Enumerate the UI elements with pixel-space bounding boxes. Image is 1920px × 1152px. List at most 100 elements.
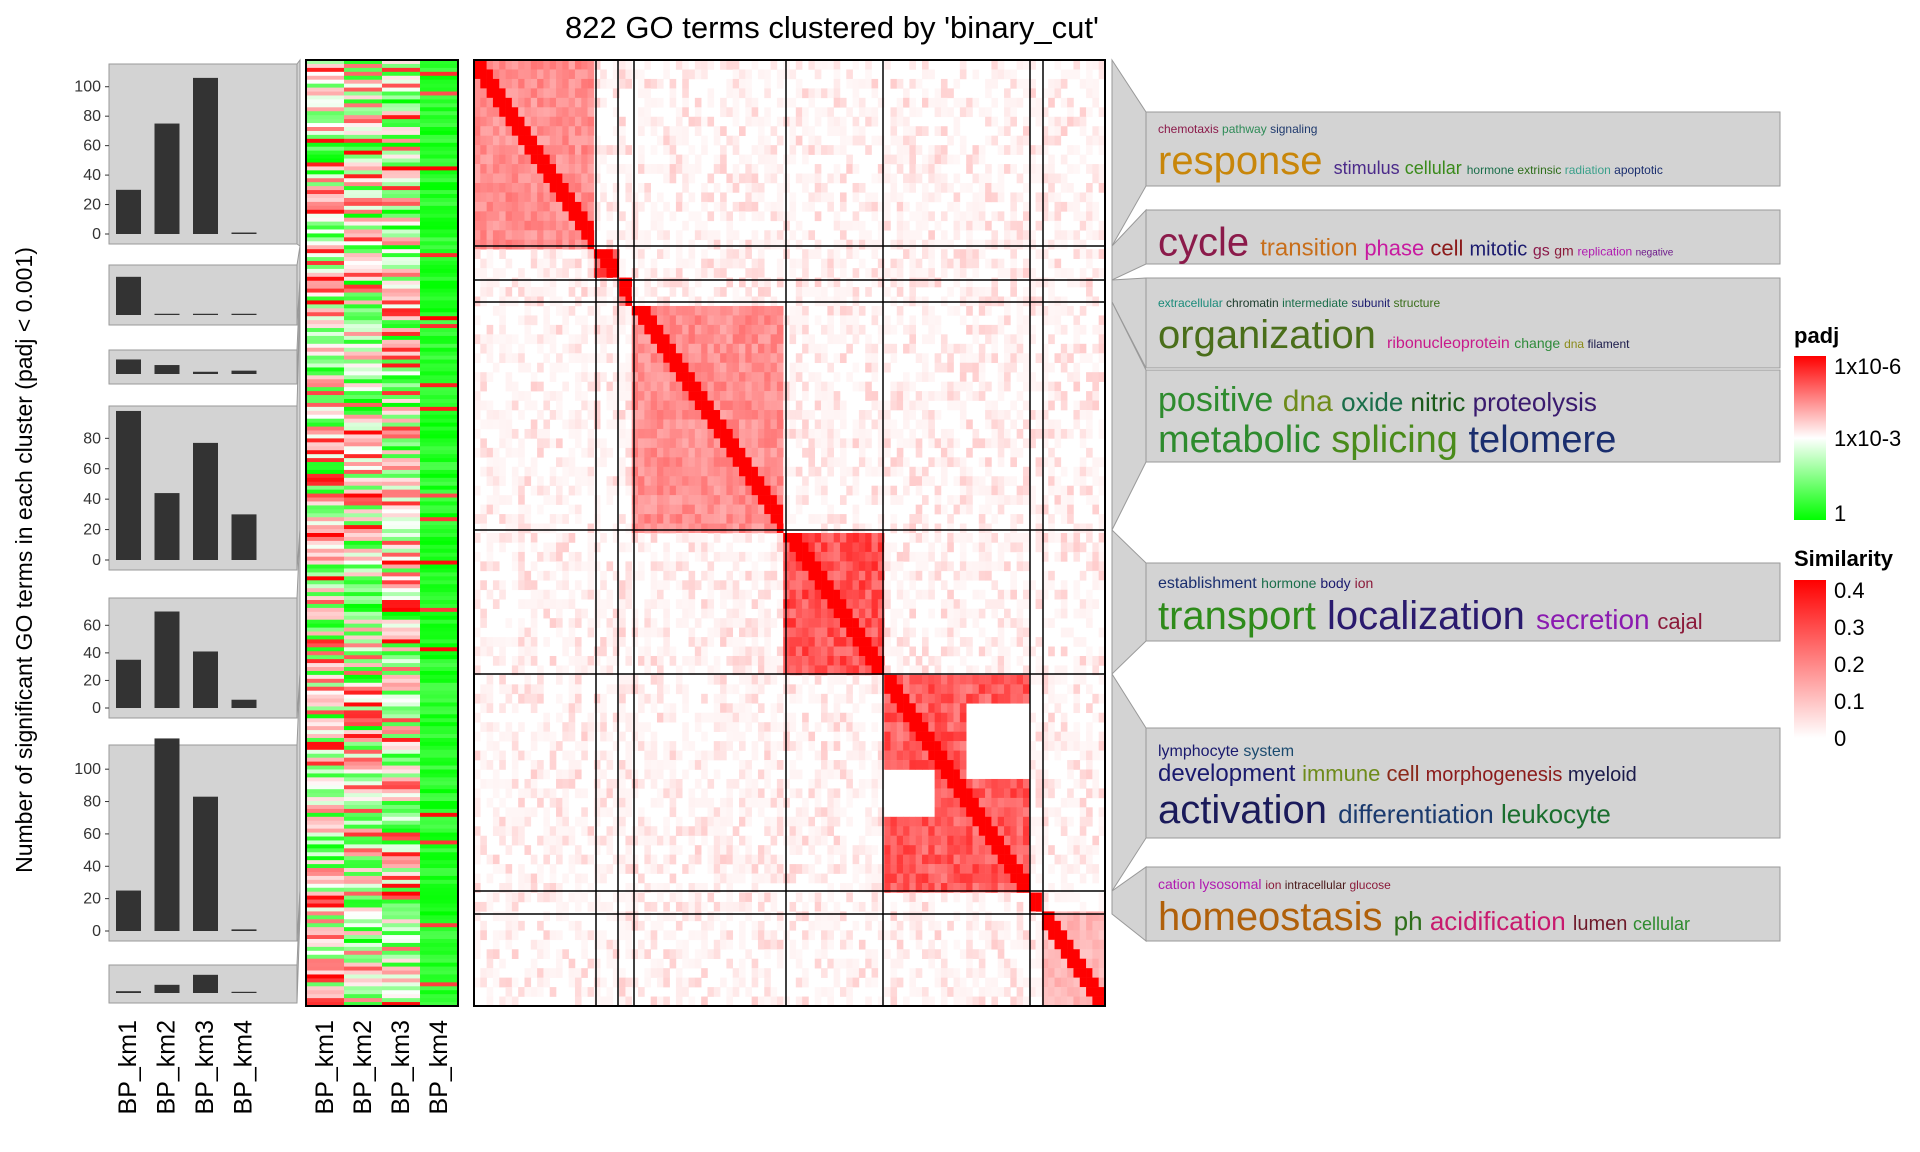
- similarity-cell: [726, 88, 734, 99]
- similarity-cell: [474, 372, 481, 382]
- similarity-cell: [745, 69, 752, 80]
- similarity-cell: [650, 116, 658, 127]
- similarity-cell: [688, 305, 696, 316]
- similarity-cell: [745, 334, 752, 345]
- similarity-cell: [827, 145, 834, 155]
- similarity-cell: [720, 438, 727, 449]
- padj-cell: [420, 339, 459, 345]
- similarity-cell: [877, 438, 885, 449]
- similarity-cell: [518, 107, 525, 118]
- padj-cell: [382, 505, 421, 510]
- similarity-cell: [1098, 627, 1106, 638]
- similarity-cell: [562, 107, 569, 118]
- similarity-cell: [846, 466, 853, 477]
- similarity-cell: [928, 164, 935, 174]
- similarity-cell: [991, 211, 999, 222]
- similarity-cell: [833, 457, 841, 468]
- similarity-cell: [707, 466, 715, 477]
- similarity-cell: [770, 372, 778, 382]
- similarity-cell: [877, 618, 885, 628]
- similarity-cell: [505, 164, 513, 174]
- similarity-cell: [663, 239, 670, 250]
- similarity-cell: [1079, 220, 1087, 231]
- padj-cell: [382, 962, 421, 967]
- similarity-cell: [720, 287, 727, 297]
- padj-cell: [306, 229, 345, 234]
- similarity-cell: [940, 391, 948, 401]
- padj-cell: [382, 186, 421, 191]
- similarity-cell: [1054, 324, 1062, 335]
- similarity-cell: [669, 570, 677, 581]
- similarity-cell: [720, 410, 727, 420]
- similarity-cell: [499, 419, 506, 430]
- similarity-cell: [821, 599, 828, 609]
- similarity-cell: [953, 381, 961, 392]
- similarity-cell: [1010, 239, 1017, 250]
- similarity-cell: [751, 116, 759, 127]
- similarity-cell: [505, 211, 513, 222]
- similarity-cell: [997, 60, 1005, 70]
- similarity-cell: [764, 608, 771, 619]
- similarity-cell: [707, 173, 715, 184]
- similarity-cell: [675, 353, 683, 364]
- similarity-cell: [574, 334, 582, 345]
- similarity-cell: [492, 88, 500, 99]
- padj-cell: [306, 446, 345, 451]
- padj-cell: [420, 615, 459, 621]
- y-tick-label: 20: [83, 197, 101, 214]
- similarity-cell: [814, 428, 822, 439]
- padj-cell: [382, 391, 421, 396]
- similarity-cell: [953, 230, 961, 241]
- padj-cell: [382, 643, 421, 648]
- padj-cell: [344, 79, 383, 85]
- similarity-cell: [669, 305, 677, 316]
- similarity-cell: [619, 618, 626, 628]
- similarity-cell: [1022, 315, 1030, 326]
- padj-cell: [420, 919, 459, 924]
- similarity-cell: [1029, 60, 1036, 70]
- padj-cell: [420, 324, 459, 329]
- similarity-cell: [814, 466, 822, 477]
- similarity-cell: [922, 239, 929, 250]
- similarity-cell: [543, 589, 551, 600]
- similarity-cell: [1079, 438, 1087, 449]
- similarity-cell: [985, 353, 992, 364]
- similarity-cell: [593, 514, 601, 524]
- padj-cell: [344, 722, 383, 727]
- similarity-cell: [499, 154, 506, 165]
- similarity-cell: [871, 268, 879, 278]
- padj-cell: [344, 505, 383, 510]
- padj-cell: [382, 737, 421, 743]
- similarity-cell: [972, 485, 980, 496]
- similarity-cell: [656, 305, 664, 316]
- similarity-cell: [486, 258, 494, 269]
- similarity-cell: [492, 220, 500, 231]
- similarity-cell: [707, 419, 715, 430]
- padj-cell: [344, 958, 383, 964]
- similarity-cell: [732, 514, 740, 524]
- similarity-cell: [757, 391, 765, 401]
- similarity-cell: [1054, 381, 1062, 392]
- similarity-cell: [518, 343, 525, 354]
- similarity-cell: [1016, 447, 1024, 458]
- similarity-cell: [663, 504, 670, 515]
- padj-cell: [306, 458, 345, 463]
- similarity-cell: [511, 447, 519, 458]
- similarity-cell: [922, 627, 929, 638]
- similarity-cell: [713, 135, 721, 146]
- similarity-cell: [543, 154, 551, 165]
- similarity-cell: [1086, 182, 1093, 193]
- padj-cell: [420, 83, 459, 88]
- similarity-cell: [474, 173, 481, 184]
- similarity-cell: [1016, 495, 1024, 505]
- similarity-cell: [802, 447, 809, 458]
- padj-cell: [306, 572, 345, 577]
- similarity-cell: [518, 561, 525, 572]
- padj-cell: [420, 986, 459, 991]
- similarity-cell: [751, 305, 759, 316]
- similarity-cell: [511, 400, 519, 411]
- similarity-cell: [688, 258, 696, 269]
- padj-cell: [344, 395, 383, 400]
- bar: [116, 890, 141, 931]
- similarity-cell: [1010, 268, 1017, 278]
